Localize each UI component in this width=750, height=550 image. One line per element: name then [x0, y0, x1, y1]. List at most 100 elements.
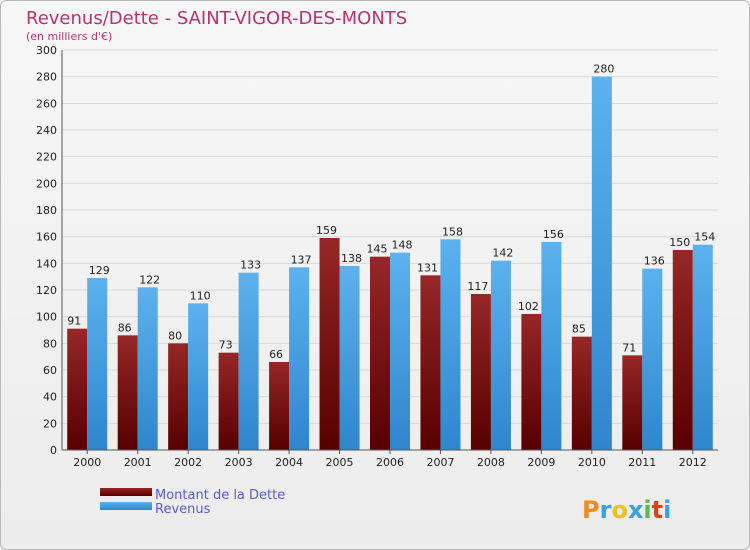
y-axis-ticks: 0 20 40 60 80 100 120 140 160 180 200 220 240 260 280 3… — [36, 44, 57, 457]
bar-dette — [117, 335, 138, 450]
y-tick-label: 40 — [43, 391, 57, 404]
x-tick-label: 2007 — [426, 456, 454, 469]
bar-dette — [470, 294, 491, 450]
bar-revenus — [289, 267, 310, 450]
y-tick-label: 60 — [43, 364, 57, 377]
logo-letter: t — [652, 496, 663, 524]
x-tick-label: 2011 — [628, 456, 656, 469]
x-tick-label: 2000 — [73, 456, 101, 469]
y-tick-label: 180 — [36, 204, 57, 217]
y-tick-label: 280 — [36, 71, 57, 84]
data-label: 142 — [492, 247, 513, 260]
bar-dette — [319, 238, 340, 450]
bar-dette — [571, 336, 592, 450]
bar-revenus — [591, 76, 612, 451]
x-tick-label: 2001 — [124, 456, 152, 469]
bar-revenus — [87, 278, 108, 450]
data-label: 158 — [442, 225, 463, 238]
bar-dette — [168, 343, 189, 450]
x-axis-ticks: 2000 2001 2002 2003 2004 2005 2006 2007 2008 2009… — [73, 450, 707, 469]
data-label: 66 — [269, 348, 283, 361]
bar-dette — [67, 328, 88, 450]
data-label: 133 — [240, 259, 261, 272]
bar-revenus — [339, 266, 360, 450]
y-tick-label: 160 — [36, 231, 57, 244]
y-tick-label: 20 — [43, 417, 57, 430]
chart-title: Revenus/Dette - SAINT-VIGOR-DES-MONTS — [26, 8, 407, 29]
bar-dette — [269, 362, 290, 450]
x-tick-label: 2002 — [174, 456, 202, 469]
data-label: 86 — [118, 321, 132, 334]
y-tick-label: 140 — [36, 257, 57, 270]
bar-revenus — [541, 242, 562, 450]
legend: Montant de la Dette Revenus — [100, 488, 285, 517]
bar-revenus — [440, 239, 461, 450]
data-label: 80 — [168, 329, 182, 342]
legend-swatch-dette — [100, 488, 152, 496]
data-label: 85 — [572, 323, 586, 336]
data-label: 145 — [367, 243, 388, 256]
bar-revenus — [490, 260, 511, 450]
chart-subtitle: (en milliers d'€) — [26, 30, 112, 43]
legend-swatch-revenus — [100, 502, 152, 510]
legend-label-dette: Montant de la Dette — [155, 488, 285, 503]
y-tick-label: 0 — [50, 444, 57, 457]
bar-dette — [420, 275, 441, 450]
data-label: 137 — [291, 253, 312, 266]
logo-letter: o — [611, 496, 628, 524]
x-tick-label: 2005 — [326, 456, 354, 469]
y-tick-label: 260 — [36, 97, 57, 110]
data-label: 159 — [316, 224, 337, 237]
y-tick-label: 80 — [43, 337, 57, 350]
legend-label-revenus: Revenus — [155, 502, 211, 517]
data-label: 131 — [417, 261, 438, 274]
bar-revenus — [692, 244, 713, 450]
bar-revenus — [137, 287, 158, 450]
logo-letter: P — [582, 496, 600, 524]
y-tick-label: 300 — [36, 44, 57, 57]
y-tick-label: 220 — [36, 151, 57, 164]
bar-revenus — [390, 252, 410, 450]
data-label: 154 — [694, 231, 715, 244]
data-label: 102 — [518, 300, 539, 313]
data-label: 129 — [89, 264, 110, 277]
x-tick-label: 2012 — [679, 456, 707, 469]
bar-revenus — [238, 272, 259, 450]
x-tick-label: 2009 — [527, 456, 555, 469]
logo-letter: i — [663, 496, 671, 524]
bar-dette — [218, 352, 239, 450]
x-tick-label: 2008 — [477, 456, 505, 469]
proxiti-logo: Proxiti — [582, 496, 671, 524]
x-tick-label: 2006 — [376, 456, 404, 469]
data-label: 156 — [543, 228, 564, 241]
y-tick-label: 120 — [36, 284, 57, 297]
data-label: 71 — [622, 341, 636, 354]
bars: 91 129 86 122 80 110 73 133 66 137 159 138 145 148 131… — [67, 63, 715, 451]
data-label: 117 — [467, 280, 488, 293]
y-tick-label: 200 — [36, 177, 57, 190]
bar-revenus — [642, 268, 663, 450]
logo-letter: i — [643, 496, 651, 524]
x-tick-label: 2004 — [275, 456, 303, 469]
data-label: 280 — [593, 63, 614, 76]
data-label: 110 — [190, 289, 211, 302]
bar-dette — [672, 250, 693, 450]
bar-revenus — [188, 303, 209, 450]
data-label: 150 — [669, 236, 690, 249]
bar-dette — [370, 256, 390, 450]
y-tick-label: 240 — [36, 124, 57, 137]
data-label: 148 — [392, 239, 413, 252]
data-label: 122 — [139, 273, 160, 286]
bar-dette — [521, 314, 542, 450]
bar-dette — [622, 355, 643, 450]
data-label: 91 — [67, 315, 81, 328]
logo-letter: r — [600, 496, 612, 524]
axes — [61, 50, 718, 451]
y-tick-label: 100 — [36, 311, 57, 324]
x-tick-label: 2003 — [225, 456, 253, 469]
x-tick-label: 2010 — [578, 456, 606, 469]
data-label: 136 — [644, 255, 665, 268]
data-label: 73 — [219, 339, 233, 352]
data-label: 138 — [341, 252, 362, 265]
